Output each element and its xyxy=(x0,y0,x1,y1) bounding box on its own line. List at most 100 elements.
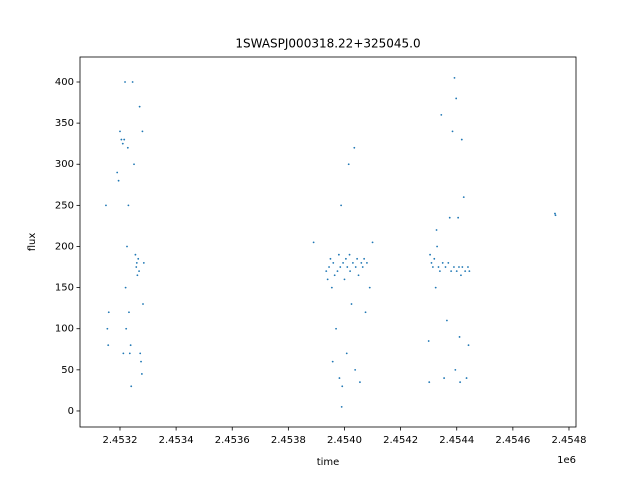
y-tick-label: 50 xyxy=(61,365,74,376)
point xyxy=(128,352,131,355)
point xyxy=(139,352,142,355)
point xyxy=(126,245,128,248)
point xyxy=(125,327,128,330)
point xyxy=(429,253,431,256)
point xyxy=(138,270,140,273)
point xyxy=(428,381,431,384)
x-tick-label: 2.4544 xyxy=(439,435,474,446)
point xyxy=(123,138,126,141)
point xyxy=(438,270,441,273)
point xyxy=(554,212,556,215)
point xyxy=(332,262,335,264)
point xyxy=(336,270,339,273)
point xyxy=(331,360,334,363)
point xyxy=(435,229,438,231)
point xyxy=(127,204,130,207)
point xyxy=(447,262,450,264)
point xyxy=(106,327,109,330)
y-tick-label: 150 xyxy=(55,283,74,294)
point xyxy=(360,262,363,264)
point xyxy=(328,266,330,268)
point xyxy=(107,344,110,347)
point xyxy=(349,270,351,273)
point xyxy=(140,373,143,375)
point xyxy=(340,204,343,207)
x-axis-label: time xyxy=(317,457,340,468)
point xyxy=(451,130,454,133)
point xyxy=(454,368,457,371)
point xyxy=(133,163,135,166)
point xyxy=(138,105,141,108)
x-tick-label: 2.4542 xyxy=(383,435,418,446)
x-tick-label: 2.4546 xyxy=(495,435,530,446)
point xyxy=(364,311,367,314)
point xyxy=(430,262,433,264)
point xyxy=(460,138,463,141)
point xyxy=(116,171,119,174)
point xyxy=(121,142,124,145)
y-axis-label: flux xyxy=(27,233,38,252)
point xyxy=(352,262,354,264)
point xyxy=(326,278,329,281)
point xyxy=(354,266,357,268)
point xyxy=(353,146,356,149)
point xyxy=(137,257,140,260)
point xyxy=(122,352,125,355)
point xyxy=(427,340,430,342)
point xyxy=(131,81,134,83)
point xyxy=(359,381,361,384)
point xyxy=(361,266,364,268)
point xyxy=(450,270,453,273)
point xyxy=(433,257,436,260)
point xyxy=(434,286,437,289)
x-tick-label: 2.4534 xyxy=(159,435,194,446)
point xyxy=(468,270,471,273)
point xyxy=(356,257,359,260)
point xyxy=(340,405,343,408)
point xyxy=(363,257,366,260)
point xyxy=(337,253,340,256)
y-tick-label: 300 xyxy=(55,159,74,170)
point xyxy=(455,97,458,100)
point xyxy=(120,138,123,141)
point xyxy=(453,76,456,79)
point xyxy=(461,266,464,268)
point xyxy=(347,163,350,166)
point xyxy=(342,262,344,264)
point xyxy=(134,253,137,256)
point xyxy=(119,130,121,133)
y-tick-label: 0 xyxy=(68,406,74,417)
point xyxy=(464,270,467,273)
y-tick-label: 350 xyxy=(55,118,74,129)
point xyxy=(441,262,444,264)
point xyxy=(140,360,142,363)
point xyxy=(458,266,460,268)
point xyxy=(117,179,120,182)
point xyxy=(437,266,440,268)
point xyxy=(107,311,110,314)
point xyxy=(467,344,470,347)
point xyxy=(444,266,447,268)
point xyxy=(431,266,434,268)
point xyxy=(335,327,337,330)
point xyxy=(136,274,139,277)
chart-title: 1SWASPJ000318.22+325045.0 xyxy=(235,37,420,51)
y-tick-label: 250 xyxy=(55,200,74,211)
point xyxy=(455,270,458,273)
point xyxy=(458,336,461,338)
point xyxy=(457,216,460,219)
point xyxy=(128,311,130,314)
point xyxy=(105,204,107,207)
point xyxy=(354,368,357,371)
point xyxy=(341,385,344,388)
point xyxy=(333,274,336,277)
point xyxy=(345,352,348,355)
point xyxy=(554,214,557,217)
point xyxy=(141,130,144,133)
point xyxy=(135,262,138,264)
y-tick-label: 200 xyxy=(55,241,74,252)
x-offset-label: 1e6 xyxy=(557,455,576,466)
point xyxy=(462,196,465,199)
point xyxy=(453,266,455,268)
